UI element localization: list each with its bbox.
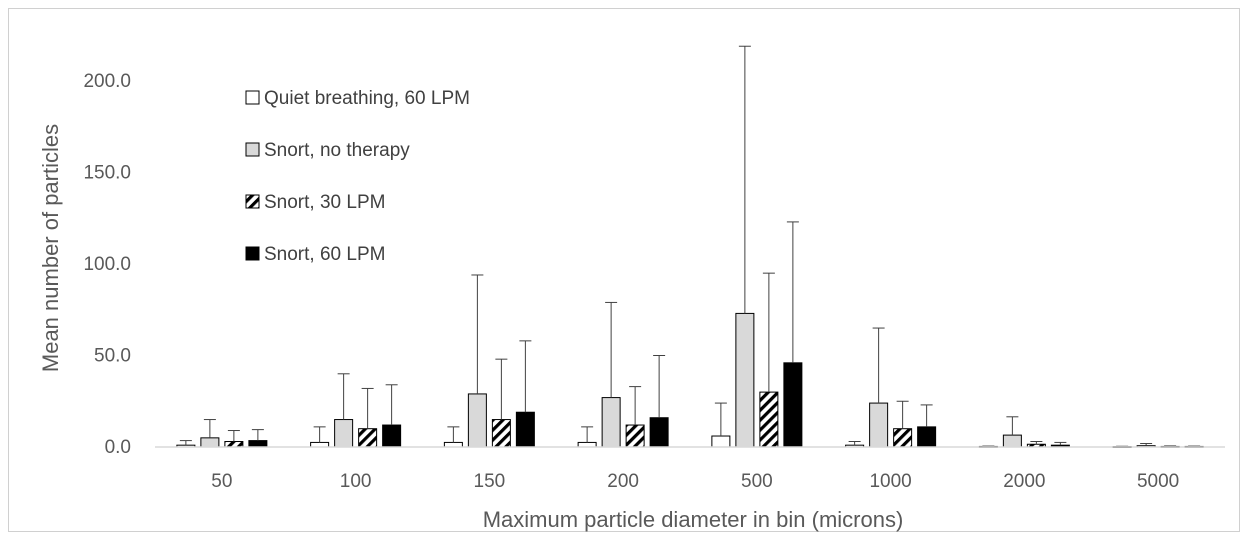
y-axis-title: Mean number of particles: [38, 124, 63, 372]
bars-layer: [176, 312, 1204, 448]
bar: [601, 397, 621, 448]
bar: [783, 362, 803, 448]
y-tick-label: 200.0: [83, 71, 131, 92]
bar: [625, 424, 645, 448]
bar: [382, 424, 402, 448]
bar: [491, 419, 511, 448]
x-tick-label: 1000: [869, 471, 911, 492]
legend-label: Quiet breathing, 60 LPM: [264, 88, 470, 109]
bar: [735, 312, 755, 448]
y-tick-label: 50.0: [94, 346, 131, 367]
bar: [917, 426, 937, 448]
bar: [200, 437, 220, 448]
legend-label: Snort, 30 LPM: [264, 192, 385, 213]
bar: [248, 440, 268, 448]
x-tick-label: 100: [340, 471, 372, 492]
x-tick-label: 150: [474, 471, 506, 492]
y-tick-label: 150.0: [83, 163, 131, 184]
legend-swatch: [245, 246, 260, 261]
bar: [467, 393, 487, 448]
legend-swatch: [245, 142, 260, 157]
bar: [334, 419, 354, 448]
x-axis-title: Maximum particle diameter in bin (micron…: [483, 507, 904, 532]
x-tick-label: 500: [741, 471, 773, 492]
legend-label: Snort, no therapy: [264, 140, 410, 161]
y-tick-label: 0.0: [105, 437, 131, 458]
x-tick-label: 50: [211, 471, 232, 492]
legend-swatch: [245, 194, 260, 209]
bar: [893, 428, 913, 448]
bar: [224, 441, 244, 448]
legend-swatch: [245, 90, 260, 105]
bar: [869, 402, 889, 448]
bar: [711, 435, 731, 448]
x-tick-label: 5000: [1137, 471, 1179, 492]
x-tick-label: 200: [607, 471, 639, 492]
bar: [759, 391, 779, 448]
bar: [1002, 434, 1022, 448]
y-tick-label: 100.0: [83, 254, 131, 275]
legend-label: Snort, 60 LPM: [264, 244, 385, 265]
x-axis-ticks: 50 100 150 200 500 1000 2000 5000: [211, 471, 1179, 492]
bar: [649, 417, 669, 448]
bar: [515, 411, 535, 448]
bar: [358, 428, 378, 448]
error-bars-layer: [179, 45, 1201, 447]
x-tick-label: 2000: [1003, 471, 1045, 492]
y-axis-ticks: 0.0 50.0 100.0 150.0 200.0: [83, 71, 131, 458]
legend: Quiet breathing, 60 LPM Snort, no therapy…: [245, 88, 470, 265]
